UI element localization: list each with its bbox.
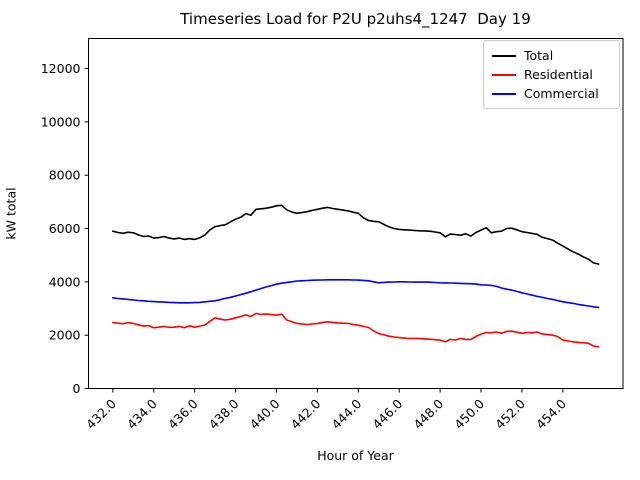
legend-label: Total: [524, 48, 554, 63]
x-tick-label: 436.0: [165, 396, 201, 432]
commercial-line-swatch: [492, 92, 516, 95]
x-tick-label: 442.0: [288, 396, 324, 432]
legend-entry-total: Total: [492, 47, 611, 64]
legend: Total Residential Commercial: [483, 40, 620, 109]
legend-label: Commercial: [524, 86, 599, 101]
series-line-commercial: [112, 278, 600, 309]
residential-line-swatch: [492, 73, 516, 76]
x-tick-label: 452.0: [492, 396, 528, 432]
y-axis-label: kW total: [3, 187, 19, 240]
total-line-swatch: [492, 54, 516, 57]
y-tick-label: 10000: [41, 114, 81, 129]
y-tick-label: 12000: [41, 61, 81, 76]
axes-frame: [88, 38, 624, 389]
y-tick-label: 0: [73, 381, 81, 396]
chart-title: Timeseries Load for P2U p2uhs4_1247 Day …: [180, 10, 531, 28]
legend-entry-commercial: Commercial: [492, 85, 611, 102]
x-tick-label: 450.0: [451, 396, 487, 432]
y-tick-label: 4000: [49, 274, 81, 289]
series-line-total: [112, 204, 600, 265]
y-tick-label: 6000: [49, 221, 81, 236]
series-line-residential: [112, 312, 600, 348]
x-tick-label: 434.0: [124, 396, 160, 432]
x-tick-label: 446.0: [369, 396, 405, 432]
x-tick-label: 444.0: [329, 396, 365, 432]
x-tick-label: 448.0: [410, 396, 446, 432]
y-tick-label: 2000: [49, 328, 81, 343]
x-tick-label: 440.0: [247, 396, 283, 432]
x-tick-label: 454.0: [533, 396, 569, 432]
x-tick-label: 438.0: [206, 396, 242, 432]
legend-entry-residential: Residential: [492, 66, 611, 83]
x-tick-label: 432.0: [83, 396, 119, 432]
x-axis-label: Hour of Year: [317, 448, 394, 463]
legend-label: Residential: [524, 67, 593, 82]
y-tick-label: 8000: [49, 168, 81, 183]
